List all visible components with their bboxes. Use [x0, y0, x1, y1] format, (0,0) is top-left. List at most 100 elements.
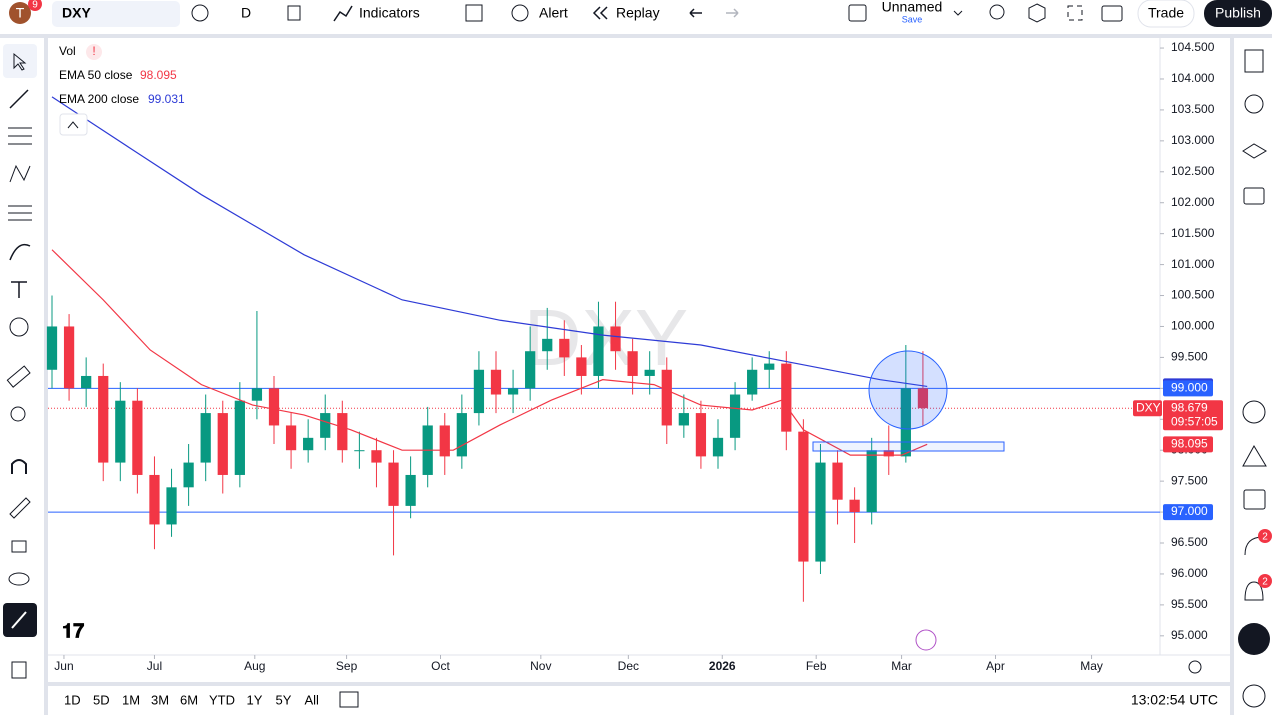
indicators-icon: [333, 5, 353, 22]
candle-body: [627, 351, 638, 376]
snapshot-icon[interactable]: [1101, 5, 1123, 22]
cursor-tool[interactable]: [13, 52, 27, 71]
time-range[interactable]: 1Y: [247, 692, 263, 707]
candle-body: [63, 326, 75, 389]
y-tick-label: 95.000: [1171, 628, 1208, 642]
x-tick-label: 2026: [709, 659, 736, 673]
candle-body: [149, 474, 160, 525]
candle-body: [729, 394, 741, 438]
trade-button-bg[interactable]: [1137, 0, 1195, 28]
pattern-tool[interactable]: [9, 164, 31, 183]
x-tick-label: Mar: [891, 659, 912, 673]
redo[interactable]: [726, 8, 739, 18]
chart-type-icon[interactable]: [287, 5, 301, 21]
fullscreen-icon[interactable]: [1067, 5, 1083, 21]
zoom-tool[interactable]: [10, 406, 26, 422]
candle-body: [695, 413, 707, 457]
compare-icon[interactable]: [191, 4, 209, 22]
trade-button[interactable]: Trade: [1148, 5, 1184, 21]
candle-body: [405, 474, 416, 506]
ruler-tool[interactable]: [6, 365, 31, 388]
pattern-icon[interactable]: [1242, 444, 1267, 467]
candle-body: [764, 363, 775, 370]
settings-icon[interactable]: [1028, 3, 1046, 23]
emoji-tool[interactable]: [9, 317, 29, 337]
symbol-tag: DXY: [1136, 400, 1161, 414]
layout-icon[interactable]: [848, 4, 867, 22]
lock-drawing-tool[interactable]: [9, 497, 31, 519]
apps-icon[interactable]: [1238, 623, 1270, 655]
notification-icon[interactable]: [1244, 581, 1264, 601]
lock-tool[interactable]: [11, 540, 27, 553]
layout-name[interactable]: Unnamed: [882, 0, 943, 15]
collapse-legend[interactable]: [59, 113, 88, 136]
undo[interactable]: [689, 8, 702, 18]
candle-body: [456, 413, 467, 457]
y-tick-label: 101.000: [1171, 257, 1215, 271]
candle-body: [46, 326, 58, 370]
symbol-search[interactable]: [52, 1, 180, 27]
badge-count: 2: [1262, 532, 1268, 543]
x-tick-label: Apr: [986, 659, 1005, 673]
brush-tool[interactable]: [9, 243, 31, 261]
magnet-tool[interactable]: [11, 459, 27, 474]
candle-body: [166, 487, 177, 525]
legend-ema50: EMA 50 close: [59, 68, 133, 82]
help-icon[interactable]: [1242, 684, 1266, 708]
dropdown[interactable]: [953, 10, 963, 16]
avatar[interactable]: [9, 2, 31, 24]
circle-drawing[interactable]: [868, 350, 948, 430]
candle-body: [115, 400, 126, 463]
date-range-icon[interactable]: [339, 691, 359, 708]
interval[interactable]: D: [241, 5, 251, 21]
chat-icon[interactable]: [1243, 187, 1265, 205]
text-tool[interactable]: [11, 281, 27, 298]
alerts-icon[interactable]: [1244, 94, 1264, 114]
y-tick-label: 97.500: [1171, 473, 1208, 487]
candle-body: [712, 437, 724, 457]
price-line-tag-bg: [1163, 380, 1213, 397]
rectangle-drawing[interactable]: [812, 441, 1005, 452]
calendar-icon[interactable]: [1243, 489, 1266, 510]
trend-line-tool[interactable]: [9, 89, 29, 109]
time-range[interactable]: 5D: [93, 692, 110, 707]
candle-body: [183, 462, 194, 488]
search-icon[interactable]: [989, 4, 1005, 20]
badge: [28, 0, 42, 11]
watchlist-icon[interactable]: [1244, 49, 1264, 73]
target-icon[interactable]: [1242, 400, 1266, 424]
time-range[interactable]: All: [305, 692, 320, 707]
publish-button[interactable]: Publish: [1215, 5, 1261, 21]
save-label[interactable]: Save: [902, 14, 923, 24]
legend-ema200-value: 99.031: [148, 92, 185, 106]
badge: [1258, 574, 1272, 588]
y-tick-label: 100.500: [1171, 288, 1215, 302]
hide-tool[interactable]: [8, 572, 30, 586]
candle-body: [883, 450, 894, 457]
delete-tool[interactable]: [11, 661, 27, 679]
watermark: DXY: [524, 293, 689, 382]
time-range[interactable]: YTD: [209, 692, 235, 707]
time-range[interactable]: 5Y: [276, 692, 292, 707]
time-range[interactable]: 1D: [64, 692, 81, 707]
templates-icon[interactable]: [465, 4, 483, 22]
events-icon[interactable]: [915, 629, 937, 651]
candle-body: [200, 413, 211, 463]
x-tick-label: Jun: [54, 659, 73, 673]
indicators-button[interactable]: Indicators: [359, 5, 420, 21]
fib-tool[interactable]: [8, 127, 32, 145]
prediction-tool[interactable]: [8, 205, 32, 221]
alert-icon: [511, 4, 529, 22]
axis-settings[interactable]: [1188, 660, 1202, 674]
candle-body: [354, 450, 365, 452]
layers-icon[interactable]: [1242, 143, 1267, 159]
candle-body: [439, 425, 450, 457]
alert-button[interactable]: Alert: [539, 5, 568, 21]
time-range[interactable]: 1M: [122, 692, 140, 707]
replay-button[interactable]: Replay: [616, 5, 660, 21]
publish-button-bg[interactable]: [1204, 0, 1272, 27]
time-range[interactable]: 3M: [151, 692, 169, 707]
time-range[interactable]: 6M: [180, 692, 198, 707]
price-line-tag: 99.000: [1171, 381, 1208, 395]
